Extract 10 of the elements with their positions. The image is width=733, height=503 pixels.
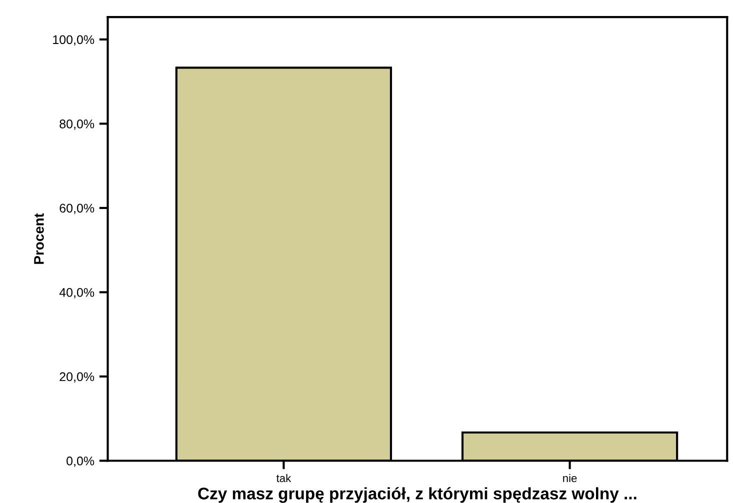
y-axis-title: Procent [34, 213, 44, 264]
y-tick-label: 80,0% [60, 119, 94, 130]
y-tick-label: 100,0% [53, 35, 94, 46]
x-axis-title: Czy masz grupę przyjaciół, z którymi spędzasz wolny ... [198, 487, 636, 503]
x-tick-label: tak [276, 474, 292, 482]
y-tick-label: 0,0% [66, 456, 94, 467]
y-tick-label: 20,0% [60, 372, 94, 383]
y-tick-label: 40,0% [59, 288, 94, 298]
y-tick-label: 60,0% [60, 204, 94, 214]
x-tick-label: nie [563, 474, 577, 482]
